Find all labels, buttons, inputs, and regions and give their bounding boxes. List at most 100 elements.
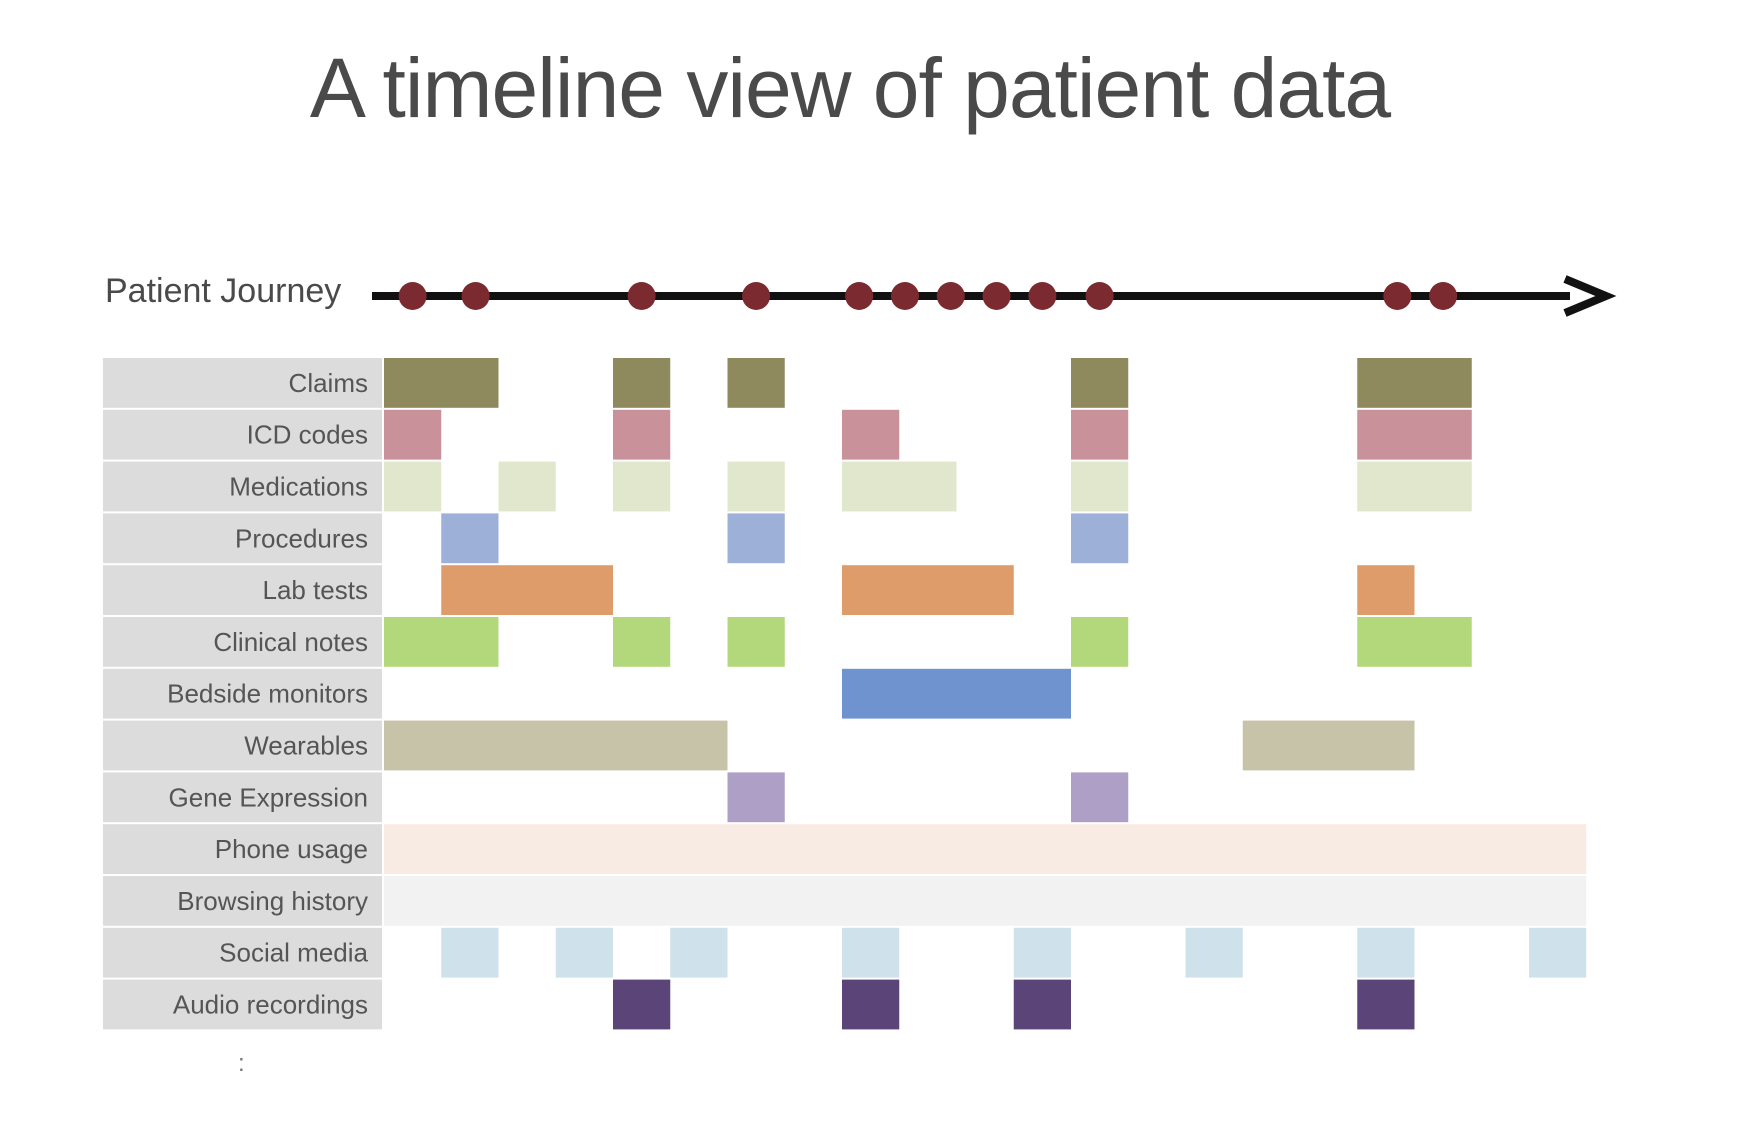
data-segment [1013, 979, 1071, 1030]
data-segment [613, 979, 671, 1030]
data-segment [842, 461, 957, 512]
journey-event-dot [1429, 282, 1458, 310]
journey-event-dot [1085, 282, 1114, 310]
journey-axis [372, 275, 1617, 317]
row-audio-recordings: Audio recordings [103, 979, 1415, 1030]
data-segment [1013, 927, 1071, 978]
row-label-cell [103, 668, 382, 719]
data-segment [727, 461, 785, 512]
row-lab-tests: Lab tests [103, 565, 1415, 615]
row-browsing-history: Browsing history [103, 876, 1587, 926]
data-segment [842, 927, 900, 978]
row-claims: Claims [103, 358, 1472, 408]
patient-journey-label: Patient Journey [105, 272, 342, 310]
data-segment [441, 513, 499, 564]
data-segment [384, 876, 1587, 926]
row-bedside-monitors: Bedside monitors [103, 668, 1071, 719]
journey-event-dot [742, 282, 771, 310]
slide-title: A timeline view of patient data [309, 41, 1391, 135]
data-segment [384, 409, 442, 460]
journey-arrowhead [1563, 275, 1617, 317]
row-label: Audio recordings [173, 990, 368, 1020]
data-segment [727, 617, 785, 667]
journey-event-dot [982, 282, 1011, 310]
row-label: Wearables [244, 731, 368, 761]
data-segment [1357, 617, 1472, 667]
data-segment [670, 927, 728, 978]
journey-event-dot [627, 282, 656, 310]
data-segment [727, 772, 785, 823]
journey-event-dot [1383, 282, 1412, 310]
data-segment [842, 979, 900, 1030]
data-segment [498, 461, 556, 512]
row-phone-usage: Phone usage [103, 824, 1587, 874]
data-segment [1357, 979, 1415, 1030]
data-segment [613, 409, 671, 460]
data-rows: Claims ICD codes Medications Procedures Lab … [103, 358, 1587, 1030]
row-label: Browsing history [177, 886, 368, 916]
data-segment [1242, 720, 1415, 771]
row-label: ICD codes [247, 420, 368, 450]
data-segment [555, 927, 613, 978]
journey-event-dot [398, 282, 427, 310]
row-medications: Medications [103, 461, 1472, 512]
row-label-cell [103, 720, 382, 771]
journey-event-dot [845, 282, 874, 310]
data-segment [1071, 358, 1129, 408]
data-segment [384, 617, 499, 667]
row-gene-expression: Gene Expression [103, 772, 1129, 823]
data-segment [1071, 461, 1129, 512]
row-label-cell [103, 772, 382, 823]
row-label: Bedside monitors [167, 679, 368, 709]
row-label: Lab tests [262, 575, 368, 605]
journey-event-dot [461, 282, 490, 310]
data-segment [384, 461, 442, 512]
data-segment [384, 720, 728, 771]
row-icd-codes: ICD codes [103, 409, 1472, 460]
data-segment [727, 513, 785, 564]
data-segment [842, 409, 900, 460]
data-segment [1071, 772, 1129, 823]
data-segment [1357, 358, 1472, 408]
row-label: Clinical notes [213, 627, 368, 657]
data-segment [1071, 617, 1129, 667]
row-label-cell [103, 979, 382, 1030]
data-segment [384, 358, 499, 408]
row-label-cell [103, 824, 382, 874]
row-label-cell [103, 409, 382, 460]
more-rows-indicator: : [238, 1050, 245, 1077]
data-segment [1357, 409, 1472, 460]
row-label-cell [103, 461, 382, 512]
data-segment [842, 668, 1071, 719]
row-label: Gene Expression [169, 782, 368, 812]
row-clinical-notes: Clinical notes [103, 617, 1472, 667]
data-segment [1529, 927, 1587, 978]
row-label: Procedures [235, 523, 368, 553]
row-label: Medications [229, 472, 368, 502]
data-segment [1071, 513, 1129, 564]
data-segment [613, 358, 671, 408]
data-segment [613, 617, 671, 667]
row-label: Phone usage [215, 834, 368, 864]
row-social-media: Social media [103, 927, 1587, 978]
row-label-cell [103, 617, 382, 667]
data-segment [1357, 565, 1415, 615]
data-segment [842, 565, 1014, 615]
data-segment [613, 461, 671, 512]
row-label: Claims [289, 368, 368, 398]
row-wearables: Wearables [103, 720, 1415, 771]
data-segment [1357, 927, 1415, 978]
journey-event-dot [1028, 282, 1057, 310]
row-label-cell [103, 876, 382, 926]
data-segment [1357, 461, 1472, 512]
journey-event-dot [936, 282, 965, 310]
row-label-cell [103, 513, 382, 564]
row-label-cell [103, 565, 382, 615]
row-label-cell [103, 358, 382, 408]
data-segment [441, 565, 613, 615]
data-segment [1071, 409, 1129, 460]
data-segment [384, 824, 1587, 874]
row-label-cell [103, 927, 382, 978]
data-segment [1185, 927, 1243, 978]
